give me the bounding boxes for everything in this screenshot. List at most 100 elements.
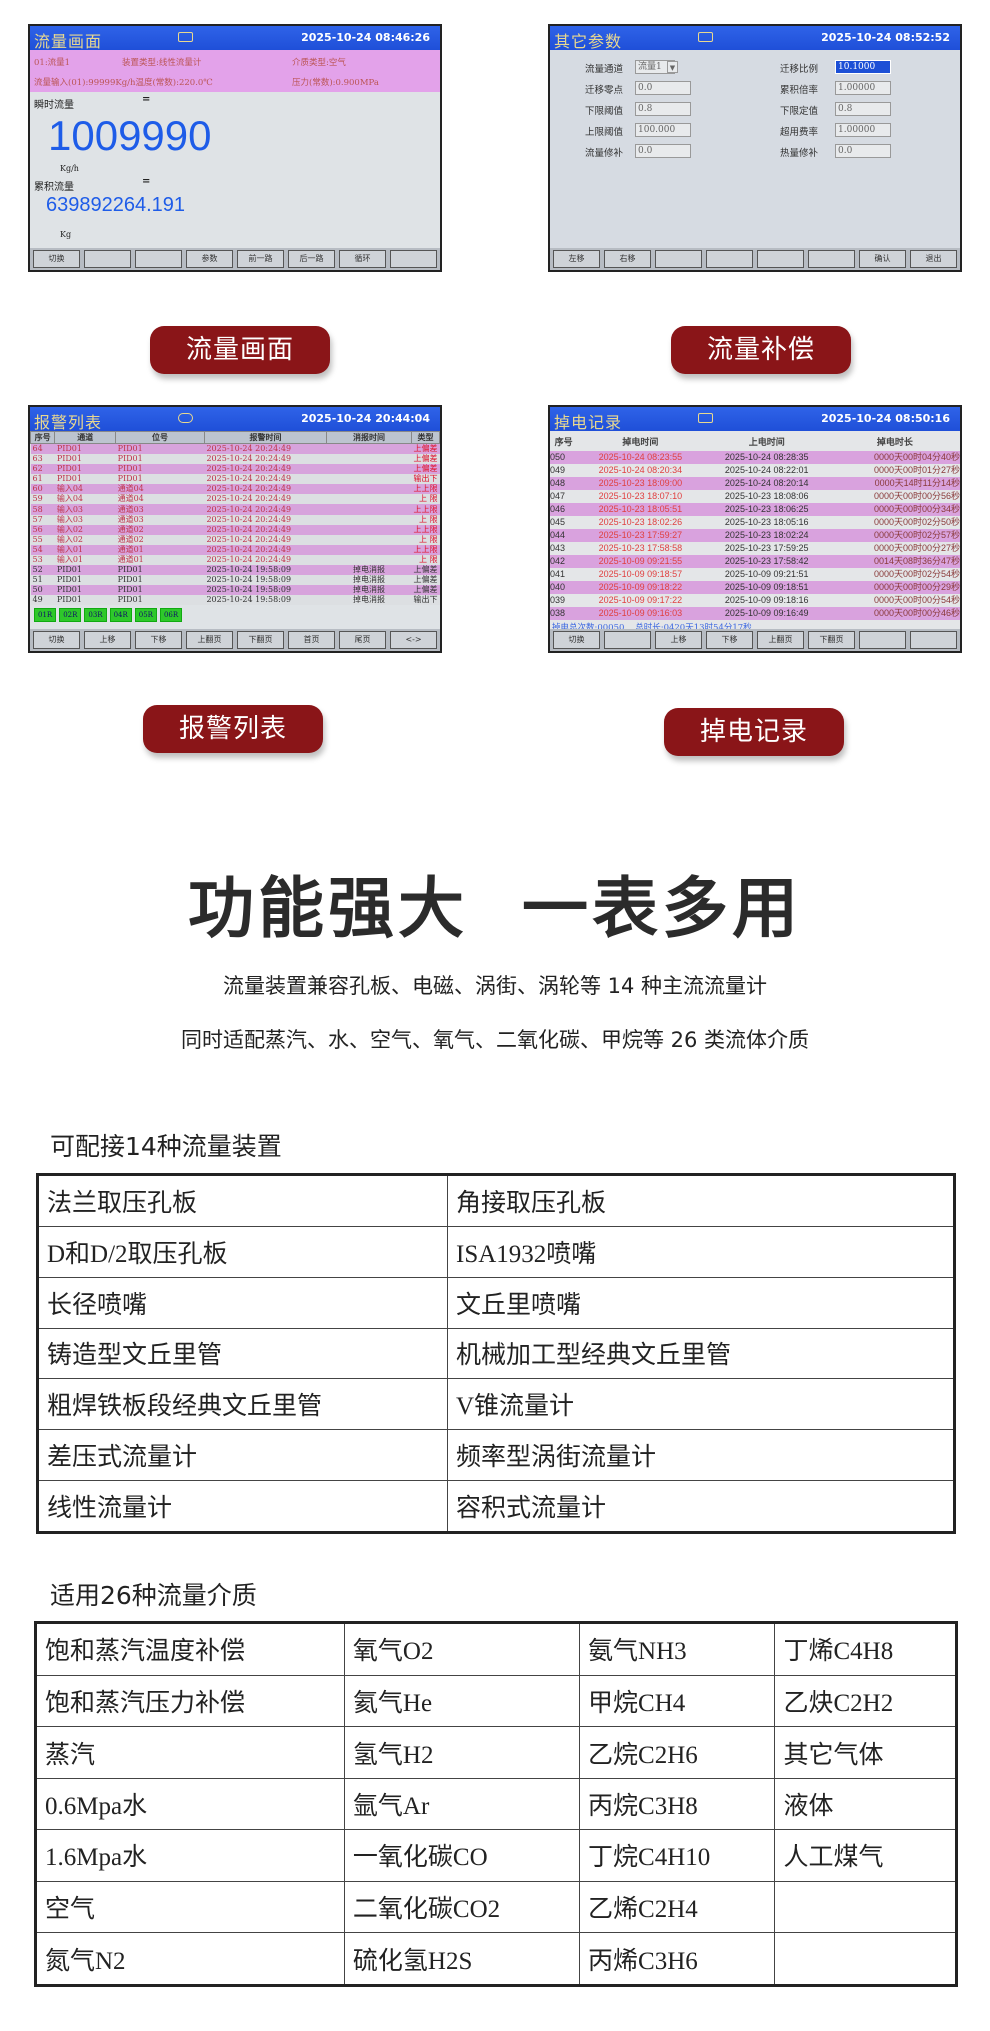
table-row[interactable]: 49 PID01 PID01 2025-10-24 19:58:09 掉电消报 输出下 — [30, 595, 440, 606]
table-row[interactable]: 040 2025-10-09 09:18:22 2025-10-09 09:18:5… — [550, 581, 960, 594]
table-cell: 0000天00时00分34秒 — [873, 504, 960, 514]
table-row[interactable]: 042 2025-10-09 09:21:55 2025-10-23 17:58:4… — [550, 555, 960, 568]
column-header: 序号 — [30, 431, 56, 444]
table-row[interactable]: 50 PID01 PID01 2025-10-24 19:58:09 掉电消报 上偏差 — [30, 585, 440, 596]
total-flow-unit: Kg — [60, 230, 72, 239]
softkey-button[interactable]: 参数 — [186, 250, 233, 268]
softkey-button[interactable]: 退出 — [910, 250, 957, 268]
table-cell: PID01 — [54, 575, 116, 586]
param-input[interactable]: 0.8 — [835, 102, 891, 116]
table-row[interactable]: 59 输入04 通道04 2025-10-24 20:24:49 上 限 — [30, 494, 440, 505]
softkey-button[interactable]: 上翻页 — [757, 631, 804, 649]
softkey-button[interactable] — [135, 250, 182, 268]
softkey-button[interactable]: 首页 — [288, 631, 335, 649]
softkey-button[interactable] — [706, 250, 753, 268]
table-row[interactable]: 51 PID01 PID01 2025-10-24 19:58:09 掉电消报 上偏差 — [30, 575, 440, 586]
softkey-button[interactable]: 上翻页 — [186, 631, 233, 649]
table-cell: 0.6Mpa水 — [35, 1777, 345, 1831]
table-cell: PID01 — [115, 443, 205, 454]
table-row[interactable]: 56 输入02 通道02 2025-10-24 20:24:49 上上限 — [30, 524, 440, 535]
table-cell: 上偏差 — [411, 565, 440, 576]
param-input[interactable]: 0.0 — [835, 144, 891, 158]
softkey-button[interactable] — [84, 250, 131, 268]
relay-tags: 01R 02R 03R 04R 05R 06R — [30, 605, 440, 625]
table-row[interactable]: 041 2025-10-09 09:18:57 2025-10-09 09:21:5… — [550, 568, 960, 581]
table-cell: 饱和蒸汽压力补偿 — [35, 1674, 345, 1728]
softkey-button[interactable] — [390, 250, 437, 268]
table-row[interactable]: 64 PID01 PID01 2025-10-24 20:24:49 上偏差 — [30, 443, 440, 454]
param-input[interactable]: 10.1000 — [835, 60, 891, 74]
table-row: 氮气N2 硫化氢H2S 丙烯C3H6 — [35, 1932, 957, 1986]
table-row[interactable]: 57 输入03 通道03 2025-10-24 20:24:49 上 限 — [30, 514, 440, 525]
softkey-button[interactable]: 后一路 — [288, 250, 335, 268]
softkey-button[interactable]: 前一路 — [237, 250, 284, 268]
softkey-button[interactable]: 切换 — [553, 631, 600, 649]
param-label: 下限阈值 — [585, 106, 624, 117]
table-cell: 通道02 — [115, 534, 205, 545]
table-row[interactable]: 55 输入02 通道02 2025-10-24 20:24:49 上 限 — [30, 534, 440, 545]
softkey-button[interactable]: 循环 — [339, 250, 386, 268]
softkey-button[interactable]: 尾页 — [339, 631, 386, 649]
power-table: 序号 掉电时间 上电时间 掉电时长 050 2025-10-24 08:23:55 2025… — [550, 431, 960, 620]
softkey-button[interactable]: 右移 — [604, 250, 651, 268]
table-row[interactable]: 044 2025-10-23 17:59:27 2025-10-23 18:02:2… — [550, 529, 960, 542]
total-flow-value: 639892264.191 — [46, 194, 186, 216]
table-row[interactable]: 047 2025-10-23 18:07:10 2025-10-23 18:08:0… — [550, 490, 960, 503]
param-input[interactable]: 0.0 — [635, 81, 691, 95]
table-row[interactable]: 038 2025-10-09 09:16:03 2025-10-09 09:16:4… — [550, 607, 960, 620]
param-input[interactable]: 1.00000 — [835, 123, 891, 137]
softkey-button[interactable]: <-> — [390, 631, 437, 649]
title-bar: 其它参数 2025-10-24 08:52:52 — [550, 26, 960, 51]
table-row[interactable]: 046 2025-10-23 18:05:51 2025-10-23 18:06:2… — [550, 503, 960, 516]
softkey-button[interactable] — [655, 250, 702, 268]
softkey-button[interactable] — [910, 631, 957, 649]
table-cell: 040 — [550, 582, 566, 592]
table-row[interactable]: 049 2025-10-24 08:20:34 2025-10-24 08:22:0… — [550, 464, 960, 477]
table-row: 差压式流量计 频率型涡街流量计 — [37, 1429, 955, 1481]
table-row[interactable]: 050 2025-10-24 08:23:55 2025-10-24 08:28:3… — [550, 451, 960, 464]
softkey-button[interactable]: 下移 — [706, 631, 753, 649]
softkey-button[interactable]: 左移 — [553, 250, 600, 268]
softkey-button[interactable]: 上移 — [655, 631, 702, 649]
softkey-button[interactable] — [604, 631, 651, 649]
table-row: 长径喷嘴 文丘里喷嘴 — [37, 1276, 955, 1329]
table-cell: 2025-10-24 20:24:49 — [204, 474, 327, 485]
table-row[interactable]: 043 2025-10-23 17:58:58 2025-10-23 17:59:2… — [550, 542, 960, 555]
table-row[interactable]: 62 PID01 PID01 2025-10-24 20:24:49 上偏差 — [30, 464, 440, 475]
softkey-button[interactable]: 切换 — [33, 631, 80, 649]
table-row[interactable]: 63 PID01 PID01 2025-10-24 20:24:49 上偏差 — [30, 454, 440, 465]
param-input[interactable]: 1.00000 — [835, 81, 891, 95]
softkey-button[interactable]: 确认 — [859, 250, 906, 268]
table-row[interactable]: 53 输入01 通道01 2025-10-24 20:24:49 上 限 — [30, 554, 440, 566]
param-input[interactable]: 0.8 — [635, 102, 691, 116]
table-cell: 甲烷CH4 — [579, 1674, 776, 1728]
table-cell: 0000天00时02分54秒 — [873, 569, 960, 579]
table-row: 蒸汽 氢气H2 乙烷C2H6 其它气体 — [35, 1726, 957, 1779]
softkey-button[interactable]: 下翻页 — [808, 631, 855, 649]
softkey-button[interactable] — [757, 250, 804, 268]
table-row[interactable]: 52 PID01 PID01 2025-10-24 19:58:09 掉电消报 上偏差 — [30, 565, 440, 576]
dropdown-arrow-icon[interactable]: ▼ — [667, 61, 678, 73]
softkey-button[interactable]: 下移 — [135, 631, 182, 649]
table-row[interactable]: 61 PID01 PID01 2025-10-24 20:24:49 输出下 — [30, 474, 440, 485]
table-row[interactable]: 045 2025-10-23 18:02:26 2025-10-23 18:05:1… — [550, 516, 960, 529]
table-row[interactable]: 048 2025-10-23 18:09:00 2025-10-24 08:20:1… — [550, 477, 960, 490]
table-cell: 输入04 — [54, 484, 116, 495]
table-cell: 通道01 — [115, 554, 205, 566]
softkey-button[interactable]: 下翻页 — [237, 631, 284, 649]
table-row[interactable]: 58 输入03 通道03 2025-10-24 20:24:49 上上限 — [30, 504, 440, 515]
softkey-button[interactable]: 切换 — [33, 250, 80, 268]
table-cell: 氨气NH3 — [579, 1622, 776, 1676]
table-row[interactable]: 60 输入04 通道04 2025-10-24 20:24:49 上上限 — [30, 484, 440, 495]
table-row[interactable]: 54 输入01 通道01 2025-10-24 20:24:49 上上限 — [30, 544, 440, 555]
param-input[interactable]: 0.0 — [635, 144, 691, 158]
softkey-button[interactable] — [859, 631, 906, 649]
table-row[interactable]: 039 2025-10-09 09:17:22 2025-10-09 09:18:1… — [550, 594, 960, 607]
table-cell: 2025-10-24 08:23:55 — [598, 452, 683, 462]
table-cell: 2025-10-09 09:18:16 — [724, 595, 809, 605]
table-cell: 2025-10-23 18:05:51 — [598, 504, 683, 514]
table-cell: 丁烯C4H8 — [774, 1622, 957, 1676]
softkey-button[interactable] — [808, 250, 855, 268]
softkey-button[interactable]: 上移 — [84, 631, 131, 649]
param-input[interactable]: 100.000 — [635, 123, 691, 137]
